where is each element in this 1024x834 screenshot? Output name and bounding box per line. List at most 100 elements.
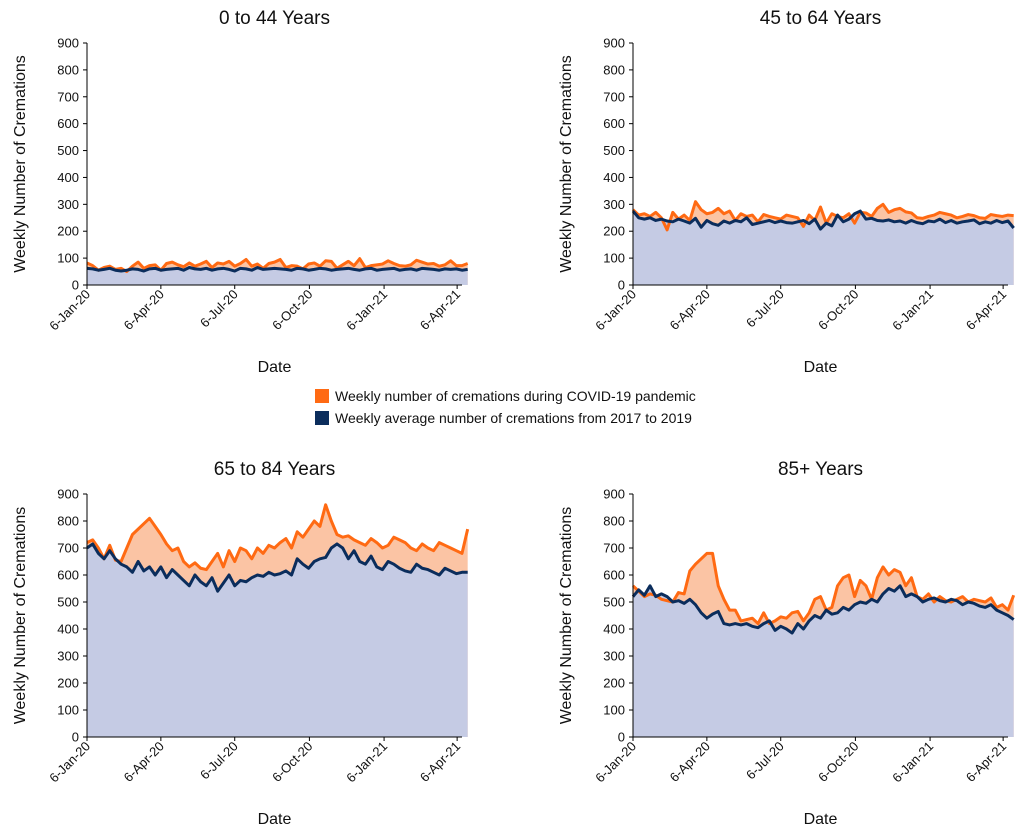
y-tick-label: 700 [57, 89, 79, 104]
y-tick-label: 300 [603, 649, 625, 664]
y-tick-label: 200 [603, 224, 625, 239]
legend-swatch-average [315, 411, 329, 425]
x-tick-label: 6-Jul-20 [197, 287, 241, 331]
covid-line [86, 503, 470, 572]
y-tick-label: 0 [618, 730, 625, 745]
x-tick-label: 6-Apr-20 [121, 287, 167, 333]
covid-line [86, 257, 469, 274]
y-tick-label: 700 [57, 541, 79, 556]
y-tick-label: 400 [57, 170, 79, 185]
x-axis-label: Date [258, 811, 292, 828]
x-tick-label: 6-Jul-20 [197, 739, 241, 783]
panel-1: 0 100 200 300 400 500 600 700 800 900 6-Jan-20 6-Ap… [12, 8, 469, 376]
x-tick-label: 6-Apr-21 [417, 287, 463, 333]
y-tick-label: 700 [603, 541, 625, 556]
y-tick-label: 900 [603, 487, 625, 502]
y-tick-label: 100 [603, 251, 625, 266]
y-tick-label: 300 [57, 649, 79, 664]
panel-title: 45 to 64 Years [760, 8, 882, 29]
y-tick-label: 300 [57, 197, 79, 212]
y-tick-label: 700 [603, 89, 625, 104]
x-tick-label: 6-Oct-20 [269, 739, 315, 785]
y-tick-label: 100 [57, 703, 79, 718]
y-tick-label: 500 [603, 143, 625, 158]
average-area [633, 585, 1014, 737]
y-axis-label: Weekly Number of Cremations [558, 55, 575, 273]
y-axis-label: Weekly Number of Cremations [558, 507, 575, 725]
panel-2: 0 100 200 300 400 500 600 700 800 900 6-Jan-20 6-Ap… [558, 8, 1015, 376]
panel-title: 0 to 44 Years [219, 8, 330, 29]
y-tick-label: 600 [57, 116, 79, 131]
average-area [87, 267, 468, 285]
y-tick-label: 200 [603, 676, 625, 691]
legend-label-average: Weekly average number of cremations from… [335, 410, 692, 426]
x-tick-label: 6-Jan-21 [889, 287, 936, 334]
y-tick-label: 400 [57, 622, 79, 637]
y-tick-label: 500 [603, 595, 625, 610]
y-tick-label: 400 [603, 170, 625, 185]
y-tick-label: 100 [603, 703, 625, 718]
average-area [633, 211, 1014, 285]
x-tick-label: 6-Jan-21 [343, 739, 390, 786]
y-tick-label: 0 [72, 278, 79, 293]
average-line [631, 584, 1015, 635]
panel-title: 65 to 84 Years [214, 459, 336, 480]
panel-3: 0 100 200 300 400 500 600 700 800 900 6-Jan-20 6-Ap… [12, 459, 470, 828]
x-tick-label: 6-Oct-20 [269, 287, 315, 333]
x-tick-label: 6-Apr-20 [667, 739, 713, 785]
y-tick-label: 0 [618, 278, 625, 293]
y-tick-label: 300 [603, 197, 625, 212]
y-tick-label: 800 [603, 514, 625, 529]
y-tick-label: 900 [57, 487, 79, 502]
x-tick-label: 6-Jan-20 [46, 287, 93, 334]
y-tick-label: 800 [57, 514, 79, 529]
y-tick-label: 800 [603, 62, 625, 77]
y-axis-label: Weekly Number of Cremations [12, 507, 29, 725]
y-tick-label: 900 [603, 36, 625, 51]
y-tick-label: 600 [603, 116, 625, 131]
x-tick-label: 6-Jan-20 [592, 287, 639, 334]
covid-line [631, 551, 1016, 626]
legend-item-average: Weekly average number of cremations from… [315, 407, 696, 429]
covid-line [631, 200, 1014, 232]
y-tick-label: 500 [57, 595, 79, 610]
x-tick-label: 6-Jul-20 [743, 287, 787, 331]
legend-item-covid: Weekly number of cremations during COVID… [315, 385, 696, 407]
y-tick-label: 900 [57, 36, 79, 51]
x-tick-label: 6-Apr-20 [121, 739, 167, 785]
chart-legend: Weekly number of cremations during COVID… [315, 385, 696, 429]
average-line [86, 542, 468, 593]
x-tick-label: 6-Jul-20 [743, 739, 787, 783]
y-tick-label: 400 [603, 622, 625, 637]
x-tick-label: 6-Apr-21 [963, 287, 1009, 333]
average-area [87, 543, 468, 737]
y-axis-label: Weekly Number of Cremations [12, 55, 29, 273]
y-tick-label: 600 [57, 568, 79, 583]
y-tick-label: 100 [57, 251, 79, 266]
panel-title: 85+ Years [778, 459, 863, 480]
y-tick-label: 200 [57, 224, 79, 239]
y-tick-label: 200 [57, 676, 79, 691]
average-line [86, 266, 468, 273]
y-tick-label: 600 [603, 568, 625, 583]
x-tick-label: 6-Jan-21 [343, 287, 390, 334]
x-axis-label: Date [804, 359, 838, 376]
y-tick-label: 0 [72, 730, 79, 745]
x-tick-label: 6-Apr-21 [963, 739, 1009, 785]
y-tick-label: 500 [57, 143, 79, 158]
x-tick-label: 6-Oct-20 [815, 739, 861, 785]
x-axis-label: Date [258, 359, 292, 376]
legend-swatch-covid [315, 389, 329, 403]
average-line [631, 209, 1015, 231]
y-tick-label: 800 [57, 62, 79, 77]
x-tick-label: 6-Apr-21 [417, 739, 463, 785]
x-tick-label: 6-Apr-20 [667, 287, 713, 333]
x-tick-label: 6-Jan-21 [889, 739, 936, 786]
x-tick-label: 6-Oct-20 [815, 287, 861, 333]
x-axis-label: Date [804, 811, 838, 828]
panel-4: 0 100 200 300 400 500 600 700 800 900 6-Jan-20 6-Ap… [558, 459, 1016, 828]
x-tick-label: 6-Jan-20 [592, 739, 639, 786]
legend-label-covid: Weekly number of cremations during COVID… [335, 388, 696, 404]
